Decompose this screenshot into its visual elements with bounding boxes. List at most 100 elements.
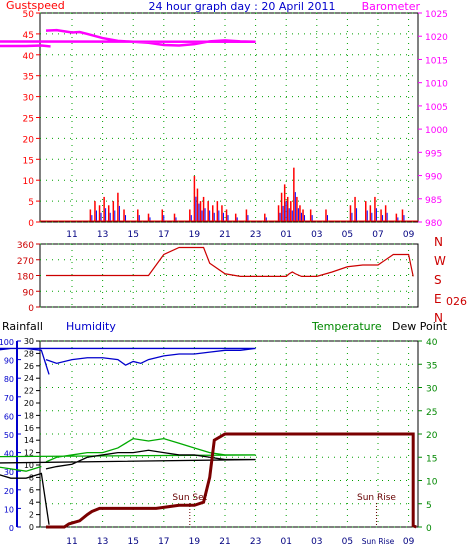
temperature-label: Temperature bbox=[311, 320, 382, 333]
temp-tick-label: 35 bbox=[426, 361, 437, 371]
wind-tick-label: 270 bbox=[17, 257, 34, 267]
compass-letter-n: N bbox=[434, 311, 443, 325]
compass-letter-s: S bbox=[434, 273, 442, 287]
gust-tick-label: 10 bbox=[23, 177, 35, 187]
panel-3-x-tick: 19 bbox=[189, 537, 201, 547]
wind-tick-label: 0 bbox=[28, 304, 34, 314]
baro-tick-label: 990 bbox=[425, 173, 442, 183]
temp-tick-label: 40 bbox=[426, 338, 438, 348]
rainfall-tick-label: 0 bbox=[29, 523, 34, 532]
panel-1-x-tick: 03 bbox=[311, 230, 322, 240]
gust-tick-label: 20 bbox=[23, 135, 35, 145]
temp-tick-label: 15 bbox=[426, 454, 437, 464]
gust-tick-label: 50 bbox=[23, 10, 35, 20]
panel-3-x-tick: Sun Rise bbox=[362, 537, 395, 546]
rainfall-line bbox=[45, 432, 417, 529]
baro-tick-label: 985 bbox=[425, 196, 442, 206]
humidity-tick-label: 40 bbox=[4, 450, 14, 459]
rainfall-tick-label: 6 bbox=[29, 486, 34, 495]
panel-1-x-tick: 01 bbox=[280, 230, 291, 240]
gust-tick-label: 25 bbox=[23, 115, 34, 125]
panel-3-x-tick: 15 bbox=[127, 537, 138, 547]
panel-1-x-tick: 09 bbox=[403, 230, 415, 240]
wind-tick-label: 360 bbox=[17, 241, 34, 251]
rainfall-tick-label: 30 bbox=[24, 337, 34, 346]
temp-tick-label: 20 bbox=[426, 431, 438, 441]
gust-tick-label: 30 bbox=[23, 94, 35, 104]
rainfall-tick-label: 26 bbox=[24, 362, 34, 371]
baro-tick-label: 1025 bbox=[425, 10, 448, 20]
baro-tick-label: 1000 bbox=[425, 126, 448, 136]
panel-3-x-tick: 09 bbox=[403, 537, 415, 547]
chart-title: 24 hour graph day : 20 April 2011 bbox=[149, 0, 336, 13]
compass-letter-n: N bbox=[434, 235, 443, 249]
rainfall-tick-label: 2 bbox=[29, 511, 34, 520]
compass-letter-w: W bbox=[434, 254, 446, 268]
panel-1-x-tick: 19 bbox=[189, 230, 201, 240]
humidity-tick-label: 0 bbox=[9, 524, 14, 533]
chart-marks: 0510152025303540455098098599099510001005… bbox=[0, 10, 448, 547]
gust-tick-label: 15 bbox=[23, 156, 34, 166]
panel-1-x-tick: 05 bbox=[342, 230, 353, 240]
panel-3-x-tick: 03 bbox=[311, 537, 322, 547]
dew-point-line bbox=[0, 449, 256, 525]
rainfall-tick-label: 8 bbox=[29, 473, 34, 482]
humidity-tick-label: 80 bbox=[4, 375, 14, 384]
rainfall-tick-label: 20 bbox=[24, 399, 34, 408]
gust-tick-label: 5 bbox=[28, 198, 34, 208]
gustspeed-label: Gustspeed bbox=[6, 0, 65, 12]
panel-3-x-tick: 17 bbox=[158, 537, 169, 547]
gust-tick-label: 0 bbox=[28, 219, 34, 229]
temp-tick-label: 30 bbox=[426, 385, 438, 395]
panel-3-x-tick: 21 bbox=[219, 537, 230, 547]
panel-1-frame bbox=[39, 12, 419, 223]
temp-tick-label: 25 bbox=[426, 408, 437, 418]
rainfall-tick-label: 24 bbox=[24, 374, 34, 383]
humidity-tick-label: 20 bbox=[4, 487, 14, 496]
humidity-tick-label: 10 bbox=[4, 505, 14, 514]
wind-tick-label: 180 bbox=[17, 273, 34, 283]
humidity-tick-label: 60 bbox=[4, 412, 14, 421]
gust-tick-label: 35 bbox=[23, 73, 34, 83]
compass-letter-e: E bbox=[434, 292, 442, 306]
temp-tick-label: 0 bbox=[426, 524, 432, 534]
baro-tick-label: 995 bbox=[425, 149, 442, 159]
panel-3-x-tick: 05 bbox=[342, 537, 353, 547]
rainfall-tick-label: 14 bbox=[24, 436, 34, 445]
rainfall-tick-label: 18 bbox=[24, 411, 34, 420]
panel-1-x-tick: 17 bbox=[158, 230, 169, 240]
panel-1-x-tick: 13 bbox=[97, 230, 108, 240]
rainfall-tick-label: 12 bbox=[24, 449, 34, 458]
rainfall-label: Rainfall bbox=[2, 320, 43, 333]
panel-1-x-tick: 15 bbox=[127, 230, 138, 240]
rainfall-tick-label: 22 bbox=[24, 387, 34, 396]
sun-annotation: Sun Set bbox=[172, 493, 207, 503]
humidity-tick-label: 30 bbox=[4, 468, 14, 477]
baro-tick-label: 1015 bbox=[425, 56, 448, 66]
panel-1-x-tick: 23 bbox=[250, 230, 261, 240]
baro-tick-label: 1010 bbox=[425, 80, 448, 90]
rainfall-tick-label: 4 bbox=[29, 498, 34, 507]
humidity-label: Humidity bbox=[66, 320, 116, 333]
humidity-tick-label: 50 bbox=[4, 431, 14, 440]
humidity-line bbox=[0, 347, 256, 375]
sun-annotation: Sun Rise bbox=[357, 493, 396, 503]
rainfall-tick-label: 16 bbox=[24, 424, 34, 433]
humidity-tick-label: 90 bbox=[4, 357, 14, 366]
barometer-label: Barometer bbox=[362, 0, 421, 13]
panel-3-x-tick: 11 bbox=[66, 537, 77, 547]
panel-3-x-tick: 13 bbox=[97, 537, 108, 547]
wind-tick-label: 90 bbox=[23, 288, 35, 298]
wind-direction-line bbox=[45, 246, 414, 277]
baro-tick-label: 1020 bbox=[425, 33, 448, 43]
temperature-line bbox=[0, 437, 256, 472]
baro-tick-label: 980 bbox=[425, 219, 442, 229]
panel-3-x-tick: 01 bbox=[280, 537, 291, 547]
dew-point-label: Dew Point bbox=[392, 320, 448, 333]
panel-3-x-tick: 23 bbox=[250, 537, 261, 547]
temp-tick-label: 10 bbox=[426, 478, 438, 488]
rainfall-tick-label: 10 bbox=[24, 461, 34, 470]
humidity-tick-label: 70 bbox=[4, 394, 14, 403]
